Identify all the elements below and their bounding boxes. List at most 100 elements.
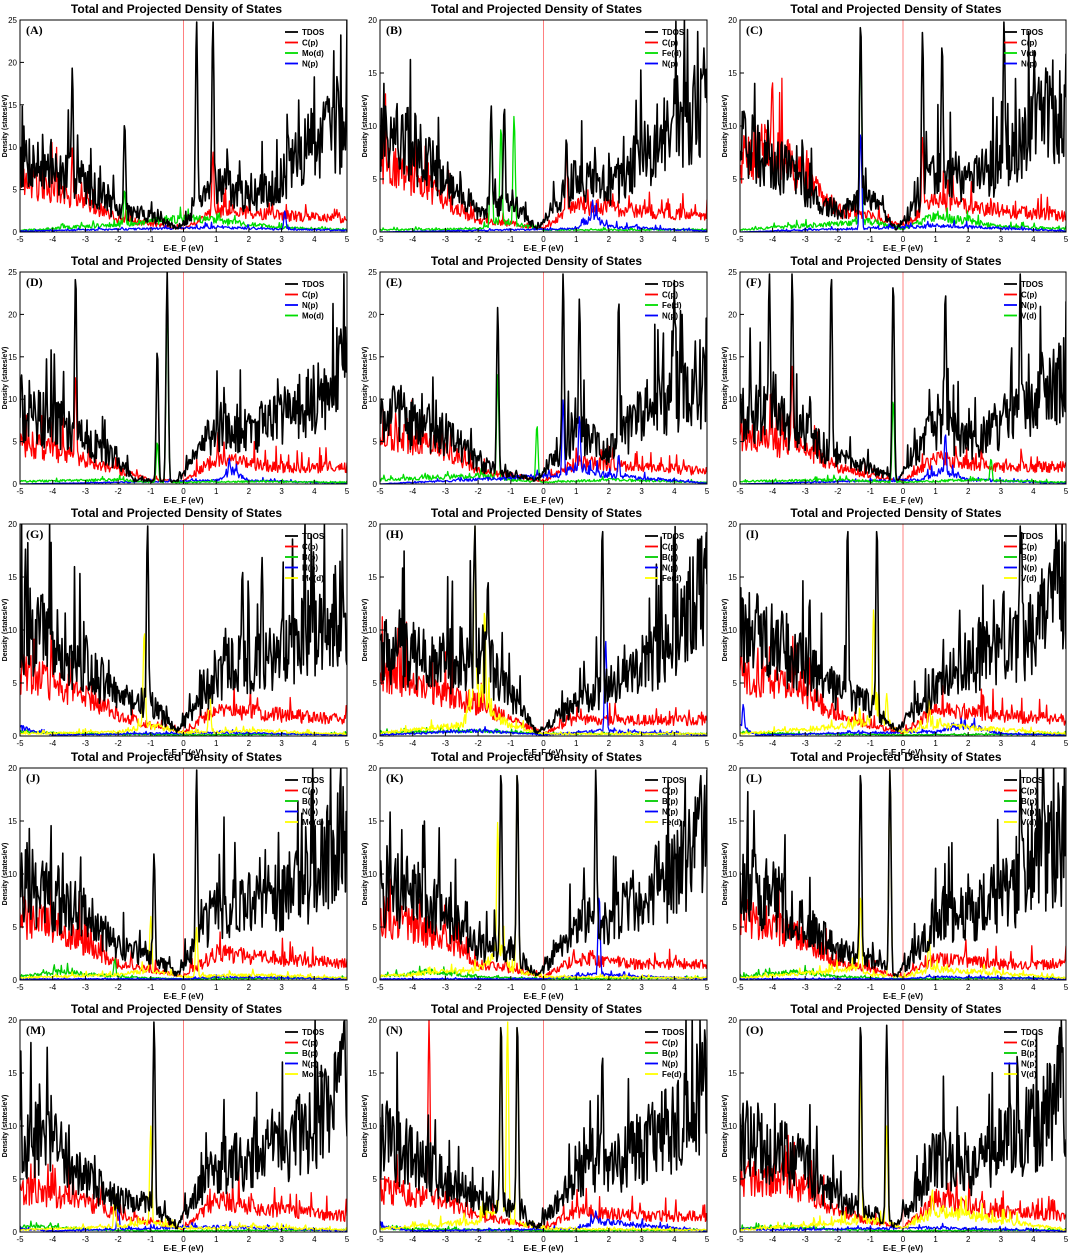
x-tick-label: -5 bbox=[16, 983, 24, 992]
y-axis-label: Density (states/eV) bbox=[2, 599, 9, 662]
x-tick-label: 5 bbox=[1064, 487, 1069, 496]
dos-panel: Total and Projected Density of States -5-… bbox=[720, 748, 1072, 1001]
legend-entry: TDOS bbox=[1021, 280, 1044, 289]
y-tick-label: 10 bbox=[8, 143, 17, 152]
x-tick-label: -1 bbox=[147, 487, 155, 496]
y-tick-label: 15 bbox=[728, 1069, 737, 1078]
x-tick-label: 3 bbox=[279, 235, 284, 244]
y-axis-label: Density (states/eV) bbox=[362, 347, 369, 410]
dos-panel: Total and Projected Density of States -5-… bbox=[0, 504, 353, 757]
x-tick-label: 4 bbox=[312, 983, 317, 992]
x-tick-label: 0 bbox=[181, 1235, 186, 1244]
x-tick-label: 4 bbox=[672, 983, 677, 992]
x-tick-label: -3 bbox=[802, 983, 810, 992]
x-tick-label: -1 bbox=[147, 739, 155, 748]
y-tick-label: 20 bbox=[728, 1016, 737, 1025]
x-tick-label: 2 bbox=[966, 739, 971, 748]
legend-entry: N(p) bbox=[1021, 564, 1037, 573]
x-tick-label: 0 bbox=[181, 235, 186, 244]
x-tick-label: -2 bbox=[475, 1235, 483, 1244]
x-tick-label: 4 bbox=[312, 1235, 317, 1244]
x-tick-label: -3 bbox=[82, 1235, 90, 1244]
x-tick-label: 5 bbox=[1064, 983, 1069, 992]
chart-title: Total and Projected Density of States bbox=[430, 750, 643, 764]
legend-entry: C(p) bbox=[302, 787, 318, 796]
y-tick-label: 15 bbox=[368, 1069, 377, 1078]
x-tick-label: 1 bbox=[933, 983, 938, 992]
y-tick-label: 5 bbox=[373, 923, 378, 932]
x-tick-label: 0 bbox=[901, 235, 906, 244]
x-tick-label: -1 bbox=[867, 983, 875, 992]
legend-entry: TDOS bbox=[302, 1028, 325, 1037]
legend: TDOS C(p)Fe(d) N(p) bbox=[645, 280, 685, 321]
x-tick-label: -2 bbox=[475, 235, 483, 244]
legend-entry: C(p) bbox=[1021, 543, 1037, 552]
x-tick-label: -4 bbox=[409, 1235, 417, 1244]
x-tick-label: -4 bbox=[49, 1235, 57, 1244]
y-tick-label: 15 bbox=[728, 817, 737, 826]
x-tick-label: -1 bbox=[867, 1235, 875, 1244]
x-tick-label: 2 bbox=[247, 1235, 252, 1244]
x-tick-label: 0 bbox=[901, 1235, 906, 1244]
legend-entry: Fe(d) bbox=[662, 49, 682, 58]
y-tick-label: 10 bbox=[8, 626, 17, 635]
legend-entry: N(p) bbox=[302, 808, 318, 817]
legend-entry: TDOS bbox=[302, 28, 325, 37]
y-axis-label: Density (states/eV) bbox=[2, 843, 9, 906]
x-tick-label: -4 bbox=[409, 235, 417, 244]
y-tick-label: 5 bbox=[373, 1175, 378, 1184]
y-tick-label: 15 bbox=[8, 101, 17, 110]
x-tick-label: 2 bbox=[247, 983, 252, 992]
legend-entry: N(p) bbox=[662, 564, 678, 573]
y-axis-label: Density (states/eV) bbox=[722, 599, 729, 662]
x-tick-label: -5 bbox=[736, 235, 744, 244]
x-tick-label: 1 bbox=[214, 487, 219, 496]
y-tick-label: 15 bbox=[8, 573, 17, 582]
series-line-tdos bbox=[740, 768, 1066, 978]
x-axis-label: E-E_F (eV) bbox=[523, 748, 563, 757]
x-tick-label: -2 bbox=[475, 983, 483, 992]
x-tick-label: 5 bbox=[345, 487, 350, 496]
panel-label: (B) bbox=[386, 23, 402, 37]
y-tick-label: 15 bbox=[728, 573, 737, 582]
y-tick-label: 5 bbox=[733, 1175, 738, 1184]
x-tick-label: 3 bbox=[279, 487, 284, 496]
panel-label: (G) bbox=[26, 527, 43, 541]
legend-entry: Fe(d) bbox=[662, 1070, 682, 1079]
x-tick-label: 4 bbox=[312, 235, 317, 244]
legend-entry: B(p) bbox=[1021, 1049, 1037, 1058]
x-tick-label: -5 bbox=[736, 1235, 744, 1244]
panel-label: (K) bbox=[386, 771, 403, 785]
y-axis-label: Density (states/eV) bbox=[722, 347, 729, 410]
series-line-tdos bbox=[20, 524, 347, 734]
series-line-tdos bbox=[20, 1020, 347, 1230]
dos-panel: Total and Projected Density of States -5-… bbox=[360, 252, 713, 505]
dos-chart: -5 -4 -3 -2 -1 0 1 2 3 4 5 0 5 10 15 20 25 E-E_F (eV) Dens… bbox=[2, 16, 350, 253]
panel-label: (L) bbox=[746, 771, 762, 785]
x-tick-label: -4 bbox=[409, 983, 417, 992]
y-tick-label: 0 bbox=[733, 976, 738, 985]
series-line-tdos bbox=[740, 1020, 1066, 1228]
x-tick-label: -1 bbox=[147, 235, 155, 244]
dos-panel: Total and Projected Density of States -5-… bbox=[720, 252, 1072, 505]
x-tick-label: -5 bbox=[736, 739, 744, 748]
dos-chart: -5 -4 -3 -2 -1 0 1 2 3 4 5 0 5 10 15 20 25 E-E_F (eV) Dens… bbox=[2, 268, 350, 505]
y-tick-label: 0 bbox=[733, 1228, 738, 1237]
panel-label: (D) bbox=[26, 275, 43, 289]
panel-label: (J) bbox=[26, 771, 40, 785]
y-axis-label: Density (states/eV) bbox=[722, 95, 729, 158]
y-tick-label: 0 bbox=[13, 228, 18, 237]
dos-chart: -5 -4 -3 -2 -1 0 1 2 3 4 5 0 5 10 15 20 E-E_F (eV) Densit… bbox=[362, 520, 710, 757]
dos-panel: Total and Projected Density of States -5-… bbox=[360, 0, 713, 253]
x-tick-label: 4 bbox=[312, 739, 317, 748]
y-tick-label: 20 bbox=[368, 764, 377, 773]
legend-entry: C(p) bbox=[1021, 39, 1037, 48]
series-line-tdos bbox=[740, 21, 1066, 231]
dos-chart: -5 -4 -3 -2 -1 0 1 2 3 4 5 0 5 10 15 20 E-E_F (eV) Densit… bbox=[2, 1016, 350, 1253]
x-tick-label: -4 bbox=[769, 739, 777, 748]
legend-entry: TDOS bbox=[302, 532, 325, 541]
y-tick-label: 20 bbox=[368, 520, 377, 529]
series-line-tdos bbox=[380, 769, 707, 977]
x-tick-label: 3 bbox=[639, 1235, 644, 1244]
x-tick-label: -5 bbox=[736, 983, 744, 992]
